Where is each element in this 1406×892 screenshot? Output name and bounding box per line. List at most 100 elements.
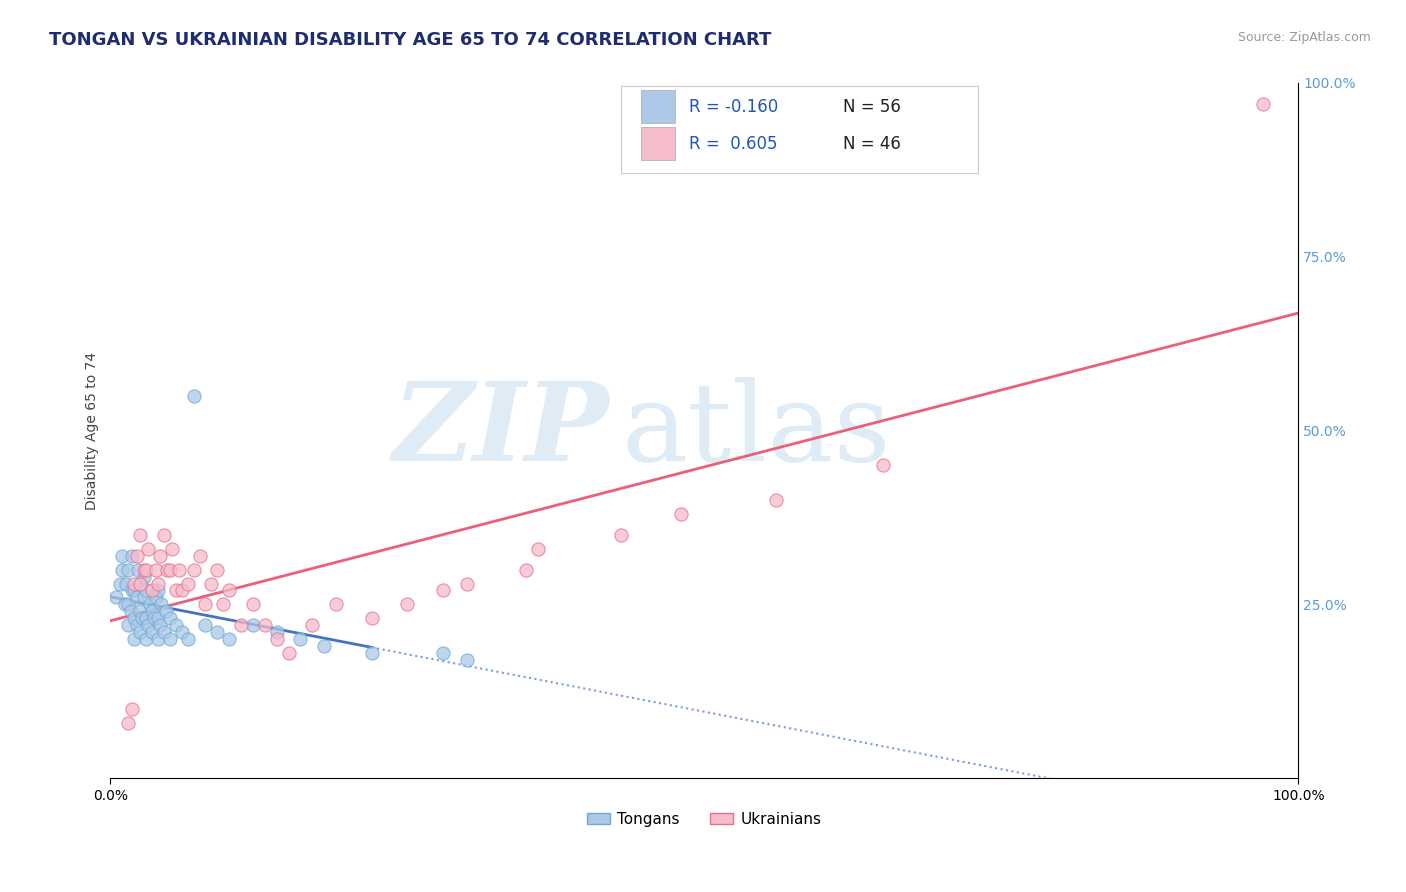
- Point: [176, 576, 198, 591]
- Point: [765, 493, 787, 508]
- Point: [115, 576, 138, 591]
- Point: [117, 618, 139, 632]
- Point: [200, 576, 222, 591]
- Point: [111, 549, 134, 563]
- Point: [129, 576, 152, 591]
- Point: [456, 653, 478, 667]
- Point: [149, 618, 172, 632]
- Point: [188, 549, 211, 563]
- Point: [325, 598, 347, 612]
- Point: [127, 563, 149, 577]
- Point: [610, 528, 633, 542]
- Point: [360, 646, 382, 660]
- Point: [212, 598, 235, 612]
- Point: [207, 625, 229, 640]
- Point: [129, 604, 152, 618]
- Point: [290, 632, 312, 647]
- Point: [155, 604, 177, 618]
- Point: [432, 583, 454, 598]
- Point: [207, 563, 229, 577]
- Point: [194, 598, 217, 612]
- Point: [121, 549, 143, 563]
- Point: [669, 507, 692, 521]
- Point: [111, 563, 134, 577]
- Legend: Tongans, Ukrainians: Tongans, Ukrainians: [581, 806, 828, 833]
- Point: [456, 576, 478, 591]
- Point: [125, 549, 148, 563]
- Point: [170, 625, 193, 640]
- Point: [149, 549, 172, 563]
- Text: N = 46: N = 46: [844, 135, 901, 153]
- Point: [114, 598, 136, 612]
- Point: [141, 604, 163, 618]
- Point: [131, 611, 153, 625]
- Point: [159, 611, 181, 625]
- Point: [146, 576, 169, 591]
- Point: [132, 591, 155, 605]
- Point: [266, 632, 288, 647]
- Point: [527, 541, 550, 556]
- Text: N = 56: N = 56: [844, 98, 901, 116]
- Point: [145, 563, 167, 577]
- Point: [129, 625, 152, 640]
- Text: ZIP: ZIP: [392, 376, 609, 484]
- Text: R = -0.160: R = -0.160: [689, 98, 778, 116]
- Point: [183, 563, 205, 577]
- Point: [122, 583, 145, 598]
- Point: [156, 563, 179, 577]
- Point: [117, 715, 139, 730]
- Point: [218, 583, 240, 598]
- Point: [277, 646, 299, 660]
- Point: [153, 625, 176, 640]
- Point: [266, 625, 288, 640]
- Point: [1251, 96, 1274, 111]
- Point: [146, 632, 169, 647]
- Point: [138, 541, 160, 556]
- Point: [135, 632, 157, 647]
- Point: [122, 576, 145, 591]
- Point: [253, 618, 276, 632]
- Point: [242, 618, 264, 632]
- Point: [301, 618, 323, 632]
- Text: atlas: atlas: [621, 377, 891, 484]
- Point: [218, 632, 240, 647]
- Point: [129, 528, 152, 542]
- Point: [242, 598, 264, 612]
- Point: [141, 583, 163, 598]
- Point: [165, 618, 187, 632]
- Point: [183, 389, 205, 403]
- Point: [165, 583, 187, 598]
- Point: [129, 576, 152, 591]
- Point: [117, 563, 139, 577]
- Point: [138, 598, 160, 612]
- Point: [176, 632, 198, 647]
- Point: [432, 646, 454, 660]
- Point: [117, 598, 139, 612]
- Point: [146, 611, 169, 625]
- Point: [120, 604, 142, 618]
- Point: [105, 591, 128, 605]
- Point: [108, 576, 131, 591]
- Point: [159, 563, 181, 577]
- Point: [515, 563, 537, 577]
- Point: [360, 611, 382, 625]
- Point: [160, 541, 183, 556]
- Point: [141, 625, 163, 640]
- Point: [872, 458, 894, 473]
- Point: [138, 618, 160, 632]
- Point: [159, 632, 181, 647]
- Point: [396, 598, 419, 612]
- Point: [314, 639, 336, 653]
- Point: [132, 563, 155, 577]
- FancyBboxPatch shape: [621, 87, 977, 173]
- Bar: [641, 127, 675, 161]
- Point: [150, 598, 173, 612]
- Point: [125, 591, 148, 605]
- Point: [135, 563, 157, 577]
- Point: [125, 618, 148, 632]
- Point: [143, 611, 166, 625]
- Point: [122, 611, 145, 625]
- Bar: [641, 90, 675, 123]
- Y-axis label: Disability Age 65 to 74: Disability Age 65 to 74: [86, 351, 100, 509]
- Point: [135, 583, 157, 598]
